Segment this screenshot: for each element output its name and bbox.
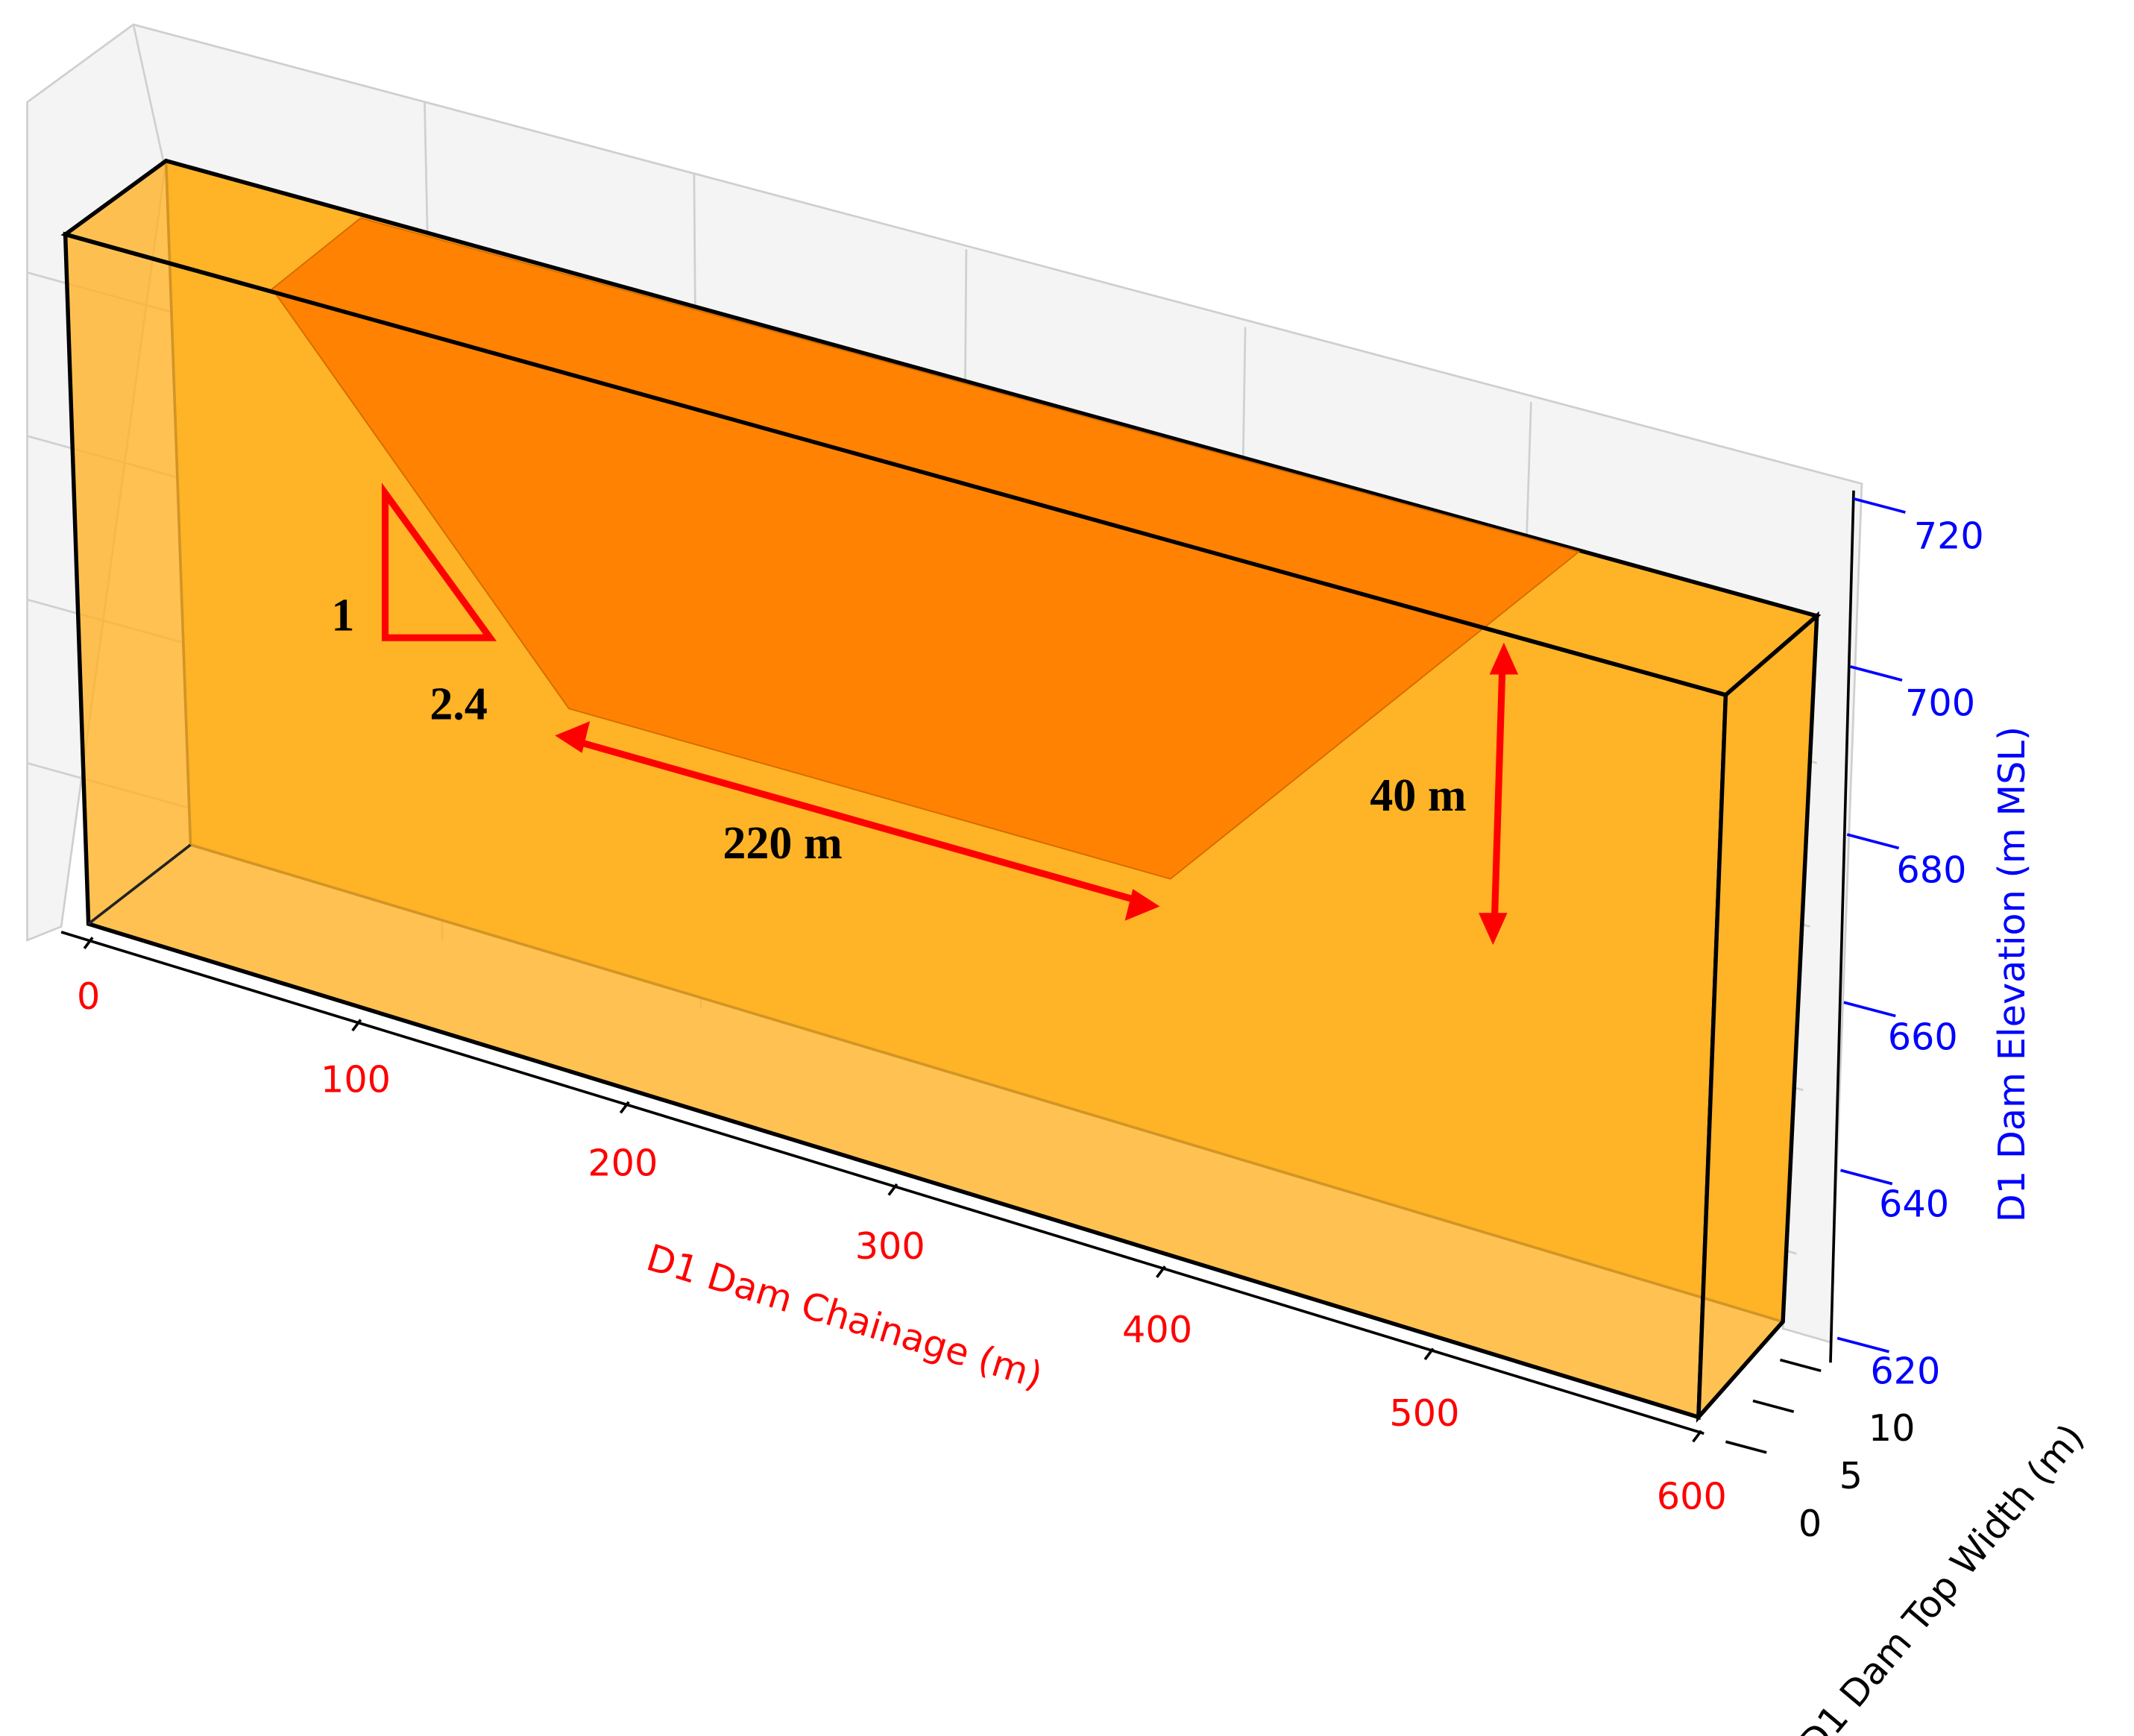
x-tick (1156, 1265, 1166, 1278)
z-tick-label: 680 (1896, 848, 1966, 891)
dam-box (60, 158, 1822, 1423)
z-tick-label: 700 (1905, 681, 1975, 724)
z-axis-line (1829, 490, 1855, 1363)
x-tick (887, 1183, 898, 1196)
annotation-shapes (381, 482, 1519, 946)
z-tick (1840, 1169, 1893, 1186)
x-tick-label: 500 (1389, 1391, 1459, 1435)
x-tick-label: 200 (588, 1141, 658, 1184)
z-tick (1846, 833, 1900, 850)
y-tick (1725, 1440, 1767, 1454)
z-tick-label: 660 (1888, 1015, 1958, 1058)
x-tick (619, 1101, 630, 1114)
z-tick (1853, 497, 1906, 514)
x-tick (351, 1019, 362, 1032)
annotation: 1 (331, 591, 354, 641)
z-tick-label: 720 (1914, 514, 1984, 557)
annotation: 220 m (723, 818, 842, 869)
y-tick (1752, 1399, 1795, 1413)
y-tick-label: 10 (1869, 1406, 1916, 1450)
x-axis-line (60, 931, 1705, 1435)
z-tick (1850, 665, 1903, 682)
y-axis-label: D1 Dam Top Width (m) (1790, 1415, 2092, 1736)
z-tick-label: 640 (1879, 1182, 1949, 1225)
z-tick (1836, 1336, 1889, 1353)
x-tick-label: 0 (77, 975, 100, 1018)
y-tick (1779, 1358, 1822, 1373)
x-tick (83, 937, 94, 949)
annotation: 2.4 (429, 679, 488, 729)
x-tick-label: 400 (1122, 1308, 1192, 1351)
x-tick (1692, 1430, 1703, 1443)
x-tick-label: 100 (321, 1058, 391, 1101)
x-tick-label: 300 (855, 1224, 925, 1268)
y-tick-label: 5 (1839, 1454, 1863, 1497)
x-tick (1423, 1347, 1435, 1361)
y-tick-label: 0 (1798, 1502, 1822, 1545)
z-axis-label: D1 Dam Elevation (m MSL) (1990, 726, 2033, 1222)
z-tick-label: 620 (1870, 1349, 1940, 1392)
z-tick (1843, 1001, 1896, 1018)
x-axis-label: D1 Dam Chainage (m) (642, 1236, 1048, 1397)
x-tick-label: 600 (1657, 1475, 1727, 1518)
annotation: 40 m (1370, 770, 1466, 821)
